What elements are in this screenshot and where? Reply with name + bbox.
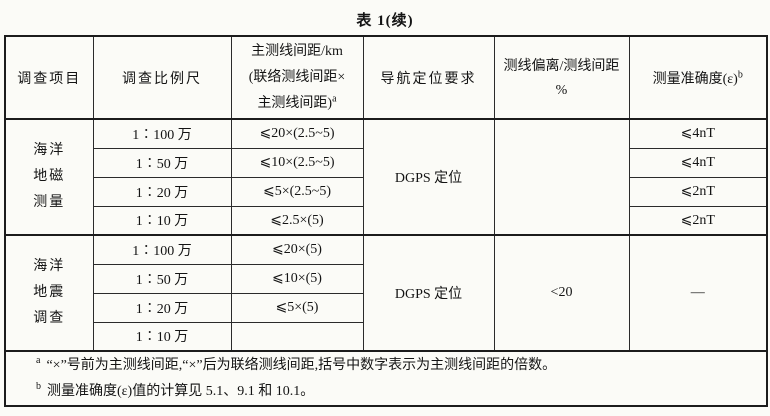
cell-scale: 1∶20 万 <box>92 292 232 323</box>
table-row: 1∶50 万 ⩽10×(5) <box>5 263 767 294</box>
cell-scale: 1∶20 万 <box>92 176 232 207</box>
header-line-spacing-line2: (联络测线间距× <box>248 69 346 85</box>
footnote-a: a “×”号前为主测线间距,“×”后为联络测线间距,括号中数字表示为主测线间距的倍… <box>36 353 764 379</box>
cell-spacing: ⩽2.5×(5) <box>230 205 364 236</box>
spec-table: 调查项目 调查比例尺 主测线间距/km (联络测线间距× 主测线间距)a 导航定… <box>4 35 768 407</box>
cell-navigation: DGPS 定位 <box>362 234 495 352</box>
footnote-b-marker: b <box>737 68 743 80</box>
header-project: 调查项目 <box>4 35 94 120</box>
cell-scale: 1∶100 万 <box>92 234 232 265</box>
table-row: 海洋 地震 调查 1∶100 万 ⩽20×(5) DGPS 定位 <20 — <box>4 234 768 352</box>
header-scale: 调查比例尺 <box>92 35 232 120</box>
header-line-spacing: 主测线间距/km (联络测线间距× 主测线间距)a <box>230 35 364 120</box>
footnote-b-label: b <box>36 380 41 392</box>
header-line-spacing-line1: 主测线间距/km <box>251 43 343 59</box>
cell-spacing: ⩽10×(5) <box>230 263 364 294</box>
cell-accuracy: ⩽4nT <box>628 147 768 178</box>
table-row: 1∶10 万 ⩽2.5×(5) ⩽2nT <box>5 205 768 236</box>
table-title: 表 1(续) <box>356 13 414 29</box>
cell-scale: 1∶10 万 <box>92 321 232 352</box>
header-deviation: 测线偏离/测线间距 % <box>493 35 630 120</box>
cell-scale: 1∶50 万 <box>92 147 232 178</box>
footnote-b: b 测量准确度(ε)值的计算见 5.1、9.1 和 10.1。 <box>36 379 764 405</box>
header-row: 调查项目 调查比例尺 主测线间距/km (联络测线间距× 主测线间距)a 导航定… <box>4 35 768 120</box>
cell-spacing: ⩽20×(2.5~5) <box>230 118 364 149</box>
header-navigation: 导航定位要求 <box>362 35 495 120</box>
cell-accuracy: ⩽2nT <box>628 205 768 236</box>
table-row: 1∶20 万 ⩽5×(5) <box>5 292 767 323</box>
cell-accuracy: ⩽2nT <box>628 176 768 207</box>
header-deviation-line1: 测线偏离/测线间距 <box>503 58 620 74</box>
table-row: 海洋 地磁 测量 1∶100 万 ⩽20×(2.5~5) DGPS 定位 ⩽4n… <box>4 118 768 236</box>
cell-project-geomagnetic: 海洋 地磁 测量 <box>4 118 94 236</box>
cell-spacing: ⩽5×(2.5~5) <box>230 176 364 207</box>
cell-deviation <box>493 118 630 236</box>
footnote-b-text: 测量准确度(ε)值的计算见 5.1、9.1 和 10.1。 <box>47 383 315 399</box>
table-row: 1∶50 万 ⩽10×(2.5~5) ⩽4nT <box>5 147 768 178</box>
cell-spacing: ⩽10×(2.5~5) <box>230 147 364 178</box>
cell-scale: 1∶50 万 <box>92 263 232 294</box>
cell-project-seismic: 海洋 地震 调查 <box>4 234 94 352</box>
cell-spacing: ⩽5×(5) <box>230 292 364 323</box>
header-deviation-unit: % <box>555 82 568 98</box>
table-row: 1∶10 万 <box>5 321 767 352</box>
footnote-a-marker: a <box>332 92 337 104</box>
cell-spacing <box>230 321 364 352</box>
table-row: 1∶20 万 ⩽5×(2.5~5) ⩽2nT <box>5 176 768 207</box>
cell-deviation: <20 <box>493 234 630 352</box>
cell-spacing: ⩽20×(5) <box>230 234 364 265</box>
cell-scale: 1∶10 万 <box>92 205 232 236</box>
footnotes-row: a “×”号前为主测线间距,“×”后为联络测线间距,括号中数字表示为主测线间距的倍… <box>4 350 768 407</box>
footnote-a-text: “×”号前为主测线间距,“×”后为联络测线间距,括号中数字表示为主测线间距的倍数… <box>46 357 557 373</box>
footnote-a-label: a <box>36 354 41 366</box>
cell-accuracy: ⩽4nT <box>628 118 768 149</box>
header-accuracy: 测量准确度(ε)b <box>628 35 768 120</box>
header-line-spacing-line3: 主测线间距)a <box>257 92 337 111</box>
cell-accuracy: — <box>628 234 768 352</box>
footnotes-cell: a “×”号前为主测线间距,“×”后为联络测线间距,括号中数字表示为主测线间距的倍… <box>4 350 768 407</box>
cell-scale: 1∶100 万 <box>92 118 232 149</box>
cell-navigation: DGPS 定位 <box>362 118 495 236</box>
